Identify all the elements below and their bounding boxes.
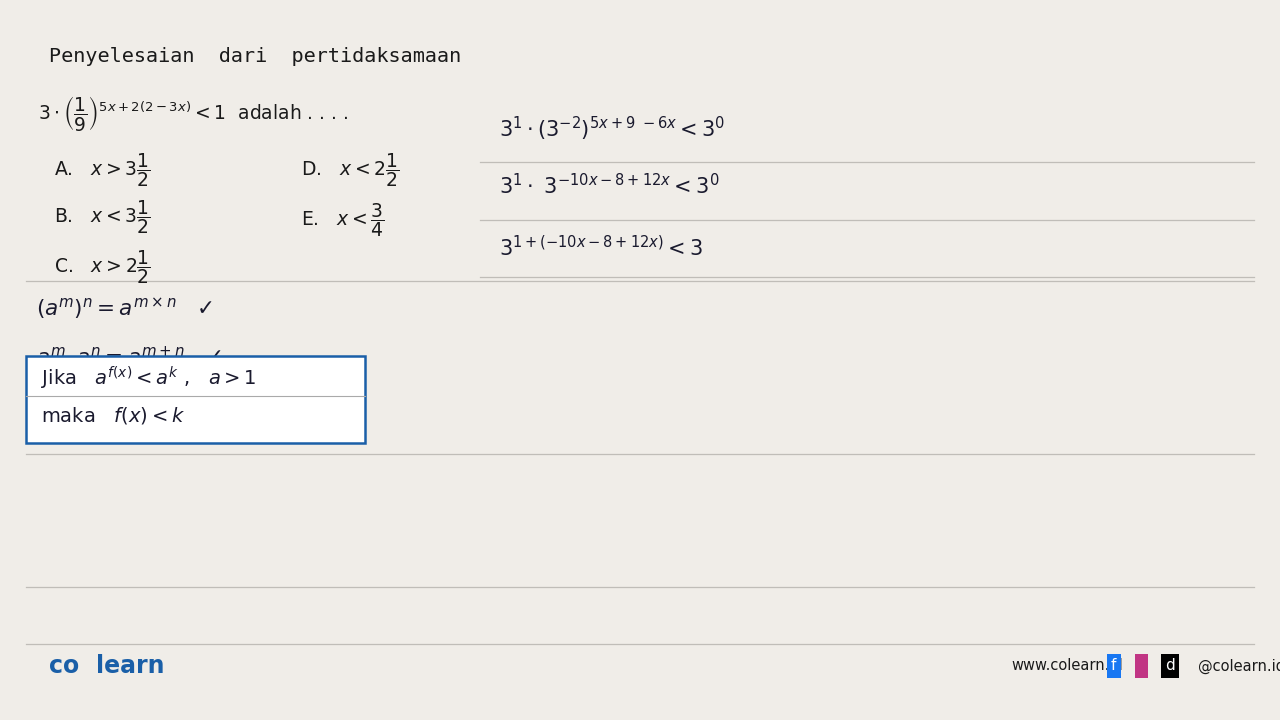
Text: A.   $x > 3\dfrac{1}{2}$: A. $x > 3\dfrac{1}{2}$: [54, 151, 150, 189]
Text: Jika   $a^{f(x)} < a^k$ ,   $a > 1$: Jika $a^{f(x)} < a^k$ , $a > 1$: [41, 365, 256, 392]
Text: co: co: [49, 654, 79, 678]
Text: www.colearn.id: www.colearn.id: [1011, 659, 1123, 673]
Text: d: d: [1165, 659, 1175, 673]
Text: @colearn.id: @colearn.id: [1198, 658, 1280, 674]
Text: $a^m . a^n = a^{m+n}$   $\checkmark$: $a^m . a^n = a^{m+n}$ $\checkmark$: [36, 346, 221, 369]
Text: $3^1 \cdot\ 3^{-10x - 8 + 12x} < 3^0$: $3^1 \cdot\ 3^{-10x - 8 + 12x} < 3^0$: [499, 173, 719, 198]
Text: learn: learn: [96, 654, 165, 678]
Text: $3^{1+(-10x - 8 + 12x)} < 3$: $3^{1+(-10x - 8 + 12x)} < 3$: [499, 235, 703, 261]
Text: Penyelesaian  dari  pertidaksamaan: Penyelesaian dari pertidaksamaan: [49, 47, 461, 66]
Text: B.   $x < 3\dfrac{1}{2}$: B. $x < 3\dfrac{1}{2}$: [54, 198, 151, 236]
Text: f: f: [1111, 659, 1116, 673]
Text: $(a^m)^n = a^{m \times n}$   $\checkmark$: $(a^m)^n = a^{m \times n}$ $\checkmark$: [36, 297, 212, 322]
FancyBboxPatch shape: [26, 356, 365, 443]
Text: C.   $x > 2\dfrac{1}{2}$: C. $x > 2\dfrac{1}{2}$: [54, 248, 151, 287]
Text: E.   $x < \dfrac{3}{4}$: E. $x < \dfrac{3}{4}$: [301, 202, 384, 240]
Text: $3 \cdot \left(\dfrac{1}{9}\right)^{5x+2(2-3x)} < 1$  adalah . . . .: $3 \cdot \left(\dfrac{1}{9}\right)^{5x+2…: [38, 94, 349, 132]
Text: D.   $x < 2\dfrac{1}{2}$: D. $x < 2\dfrac{1}{2}$: [301, 151, 399, 189]
Text: $3^1 \cdot \left(3^{-2}\right)^{5x + 9\ -6x} < 3^0$: $3^1 \cdot \left(3^{-2}\right)^{5x + 9\ …: [499, 115, 726, 143]
Text: maka   $f(x) < k$: maka $f(x) < k$: [41, 405, 186, 426]
